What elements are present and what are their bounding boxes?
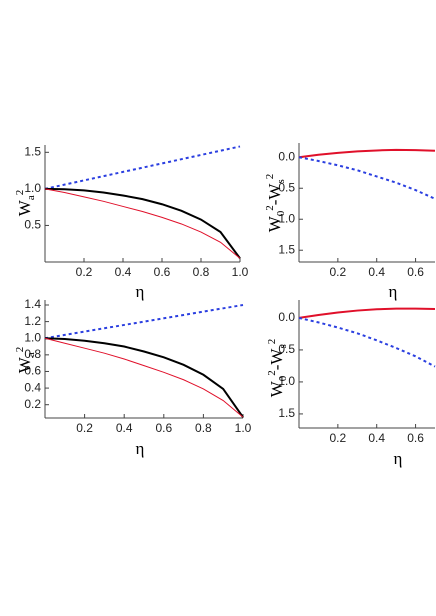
- y-label-part: 0: [277, 375, 289, 381]
- x-tick-label: 0.2: [76, 265, 93, 279]
- y-label-part: s: [275, 179, 287, 183]
- x-tick-label: 0.2: [76, 421, 93, 435]
- y-tick-label: 1.5: [24, 144, 41, 158]
- series-line: [44, 145, 241, 190]
- x-tick-label: 0.4: [115, 265, 132, 279]
- y-axis-label: W02-Ws2: [266, 339, 289, 398]
- y-label-part: -W: [267, 348, 286, 371]
- x-tick-label: 0.6: [407, 265, 424, 279]
- x-axis-label: η: [136, 439, 145, 458]
- panel: 0.5 1.0 1.5 0.2 0.4 0.6 0.8 1.0 η Wa2: [14, 144, 249, 300]
- y-label-part: 2: [14, 347, 26, 353]
- x-tick-label: 0.4: [368, 265, 385, 279]
- x-axis-label: η: [389, 282, 398, 301]
- x-axis-label: η: [136, 282, 145, 301]
- y-tick-label: 0.6: [24, 364, 41, 378]
- x-tick-label: 0.6: [407, 431, 424, 445]
- x-tick-label: 0.8: [195, 421, 212, 435]
- y-axis-label: Wa2: [14, 347, 37, 373]
- series-line: [44, 337, 244, 418]
- y-tick-label: 1.5: [278, 406, 295, 420]
- y-tick-label: 0.2: [24, 397, 41, 411]
- y-label-part: a: [25, 352, 37, 357]
- y-tick-label: 1.0: [278, 374, 295, 388]
- x-tick-label: 0.8: [193, 265, 210, 279]
- x-tick-label: 0.4: [368, 431, 385, 445]
- y-axis-label: W02-Ws2: [264, 174, 287, 233]
- y-tick-label: 1.0: [24, 330, 41, 344]
- y-label-part: 2: [264, 174, 276, 180]
- y-tick-label: 0.5: [278, 180, 295, 194]
- y-label-part: 2: [264, 205, 276, 211]
- series-line: [44, 337, 244, 418]
- y-label-part: a: [25, 195, 37, 200]
- series-line: [44, 304, 244, 340]
- y-tick-label: 0.0: [278, 149, 295, 163]
- x-axis-label: η: [394, 449, 403, 468]
- series-line: [44, 187, 241, 259]
- y-tick-label: 1.2: [24, 314, 41, 328]
- y-label-part: 2: [14, 190, 26, 196]
- series-line: [298, 316, 436, 368]
- series-line: [44, 188, 241, 259]
- x-tick-label: 0.4: [116, 421, 133, 435]
- y-label-part: s: [277, 344, 289, 348]
- y-tick-label: 1.0: [278, 211, 295, 225]
- y-label-part: 0: [275, 210, 287, 216]
- x-tick-label: 0.2: [330, 431, 347, 445]
- series-line: [298, 307, 436, 319]
- y-tick-label: 0.8: [24, 347, 41, 361]
- y-label-part: W: [267, 380, 286, 397]
- y-label-part: W: [265, 215, 284, 232]
- y-label-part: 2: [266, 370, 278, 376]
- x-tick-label: 0.6: [155, 421, 172, 435]
- x-tick-label: 0.2: [330, 265, 347, 279]
- y-tick-label: 0.5: [278, 342, 295, 356]
- y-label-part: 2: [266, 339, 278, 345]
- x-tick-label: 0.6: [154, 265, 171, 279]
- x-tick-label: 1.0: [232, 265, 249, 279]
- y-label-part: W: [15, 356, 34, 373]
- y-tick-label: 0.0: [278, 310, 295, 324]
- series-line: [298, 148, 436, 159]
- panel: 0.2 0.4 0.6 0.8 1.0 1.2 1.4 0.2 0.4 0.6 0.8 1.0 η Wa2: [14, 297, 252, 458]
- y-axis-label: Wa2: [14, 190, 37, 216]
- y-label-part: -W: [265, 183, 284, 206]
- y-tick-label: 0.5: [24, 218, 41, 232]
- x-tick-label: 1.0: [235, 421, 252, 435]
- y-tick-label: 0.4: [24, 380, 41, 394]
- series-line: [298, 156, 436, 200]
- y-tick-label: 1.4: [24, 297, 41, 311]
- y-label-part: W: [15, 199, 34, 216]
- y-tick-label: 1.0: [24, 181, 41, 195]
- y-tick-label: 1.5: [278, 242, 295, 256]
